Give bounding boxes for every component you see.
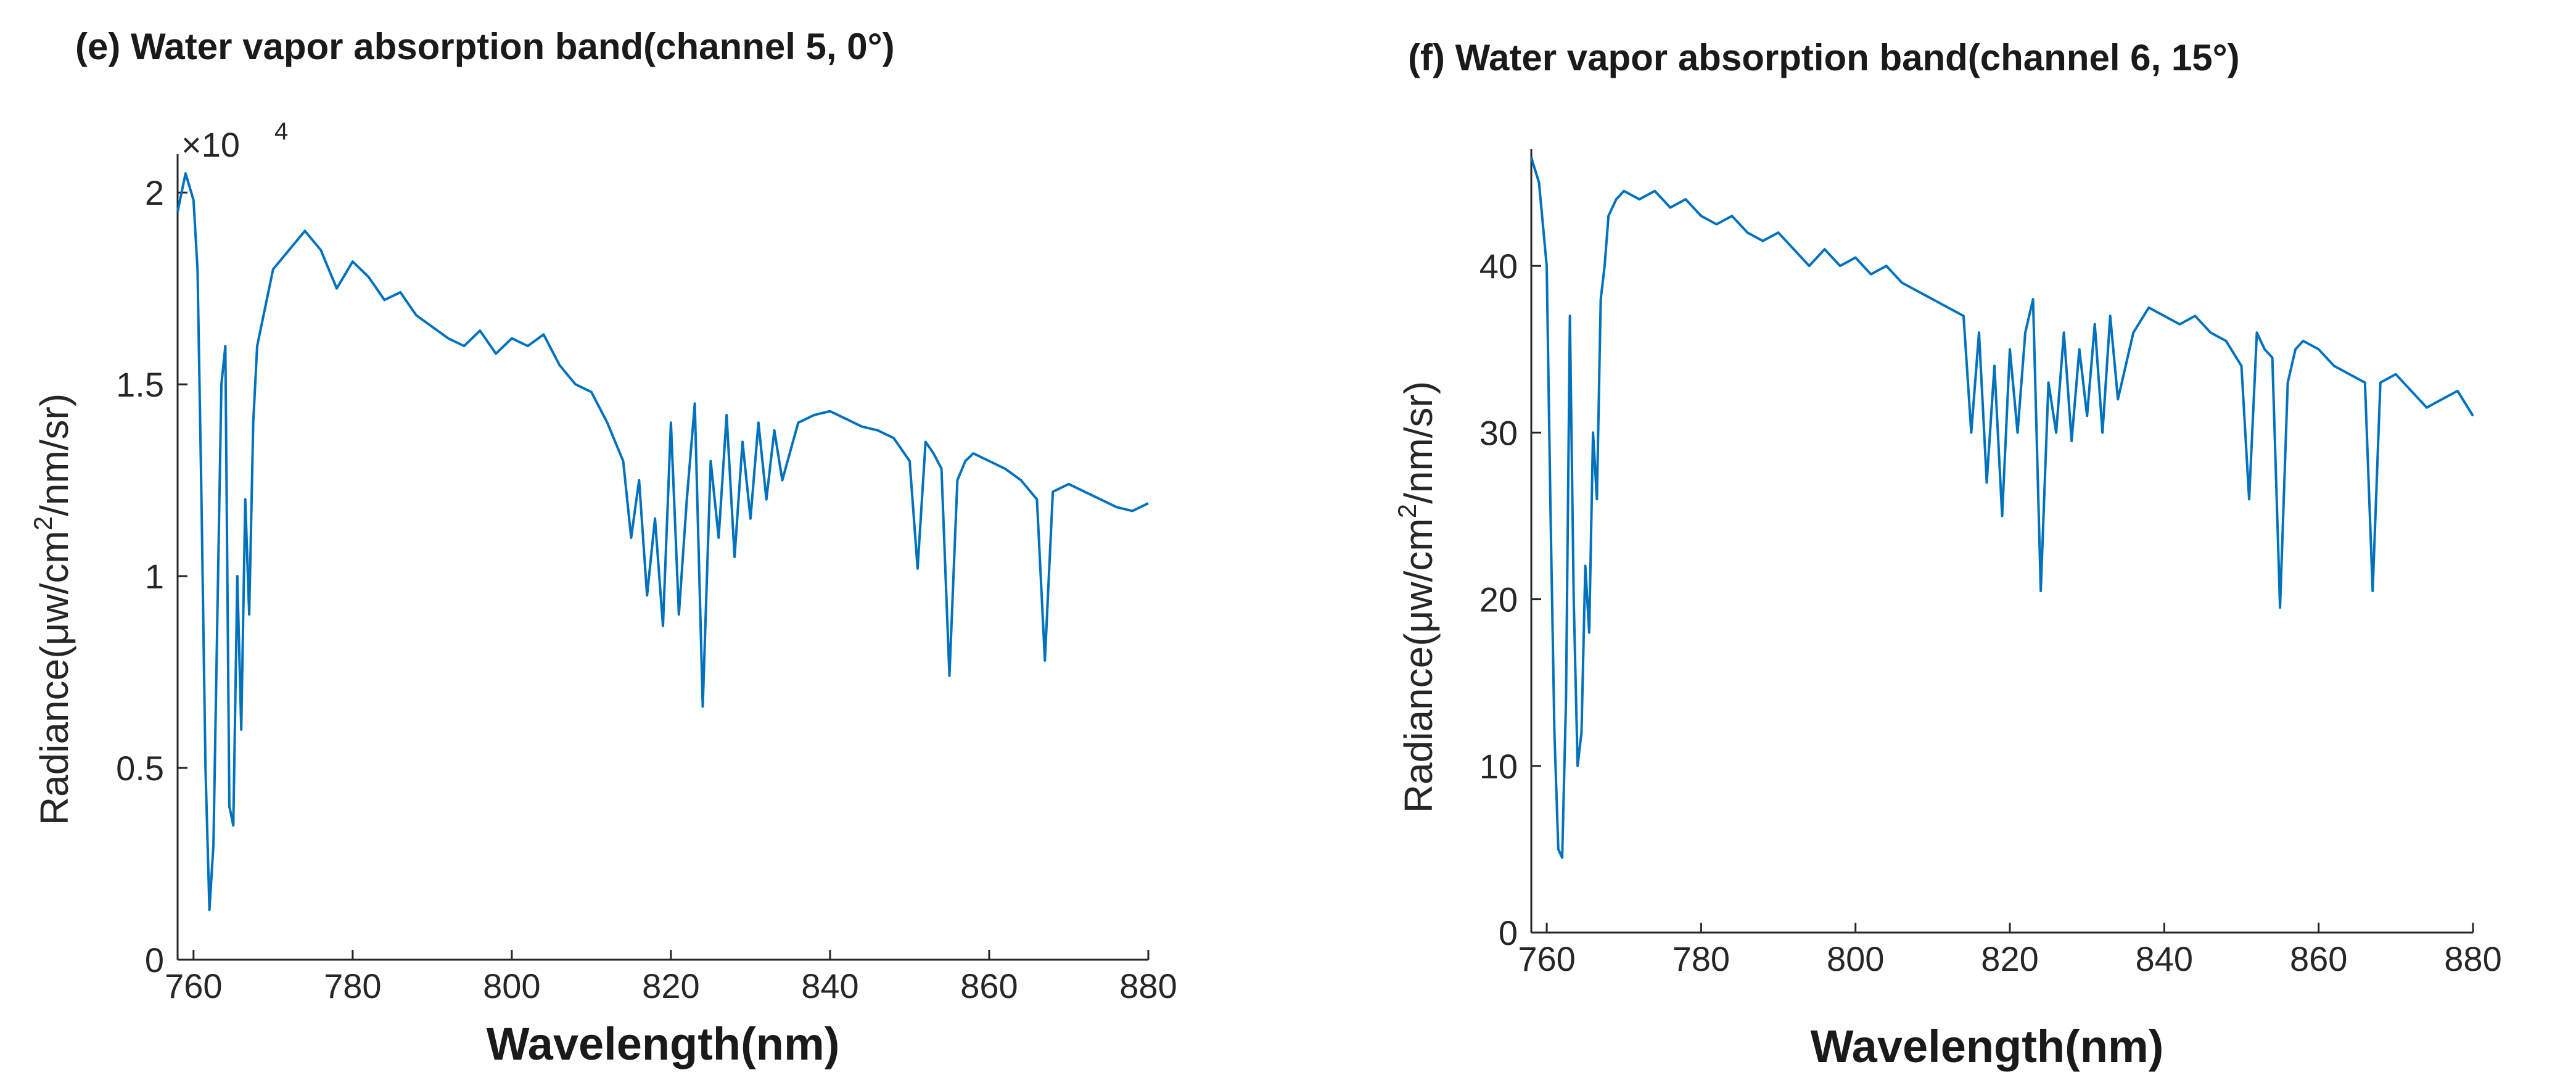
y-tick-label: 30 — [1479, 413, 1518, 452]
x-tick-label: 840 — [2136, 939, 2193, 978]
x-tick-label: 820 — [642, 966, 699, 1005]
y-axis-label-main: Radiance(μw/cm — [1396, 518, 1441, 813]
x-tick-label: 880 — [2444, 939, 2501, 978]
x-tick-label: 760 — [1518, 939, 1575, 978]
y-tick-label: 10 — [1479, 747, 1518, 786]
y-axis-label-sup: 2 — [1393, 504, 1422, 518]
x-tick-label: 780 — [324, 966, 381, 1005]
y-axis-label-main: Radiance(μw/cm — [32, 530, 76, 825]
series-line — [176, 172, 1149, 912]
x-axis-label: Wavelength(nm) — [1811, 1021, 2164, 1072]
x-tick-label: 780 — [1673, 939, 1730, 978]
x-tick-label: 760 — [165, 966, 222, 1005]
y-tick-label: 0 — [1499, 913, 1518, 952]
y-axis-label: Radiance(μw/cm2/nm/sr) — [28, 394, 76, 825]
y-tick-label: 2 — [145, 173, 164, 212]
chart-title: (f) Water vapor absorption band(channel … — [1408, 37, 2240, 78]
x-tick-label: 880 — [1119, 966, 1177, 1005]
y-tick-label: 0.5 — [116, 749, 164, 788]
y-tick-label: 1 — [145, 557, 164, 596]
y-axis-label-tail: /nm/sr) — [1396, 381, 1441, 504]
chart-panel-e: (e) Water vapor absorption band(channel … — [28, 26, 1177, 1069]
y-tick-label: 40 — [1479, 247, 1518, 286]
x-axis-label: Wavelength(nm) — [487, 1018, 840, 1069]
multiplier-exponent: 4 — [274, 118, 288, 145]
multiplier-label: ×10 4 — [181, 118, 288, 164]
x-tick-label: 800 — [1827, 939, 1884, 978]
chart-panel-f: (f) Water vapor absorption band(channel … — [1393, 37, 2502, 1072]
x-tick-label: 800 — [483, 966, 540, 1005]
y-tick-label: 1.5 — [116, 365, 164, 404]
series-line — [1530, 157, 2474, 859]
y-axis-label: Radiance(μw/cm2/nm/sr) — [1393, 381, 1441, 813]
x-tick-label: 860 — [960, 966, 1018, 1005]
chart-title: (e) Water vapor absorption band(channel … — [75, 26, 895, 67]
x-tick-label: 820 — [1981, 939, 2038, 978]
y-tick-label: 20 — [1479, 580, 1518, 619]
x-tick-label: 860 — [2290, 939, 2347, 978]
y-axis-label-tail: /nm/sr) — [32, 394, 76, 516]
multiplier-prefix: ×10 — [181, 125, 240, 164]
y-tick-label: 0 — [145, 941, 164, 979]
y-axis-label-sup: 2 — [28, 516, 57, 530]
x-tick-label: 840 — [801, 966, 858, 1005]
